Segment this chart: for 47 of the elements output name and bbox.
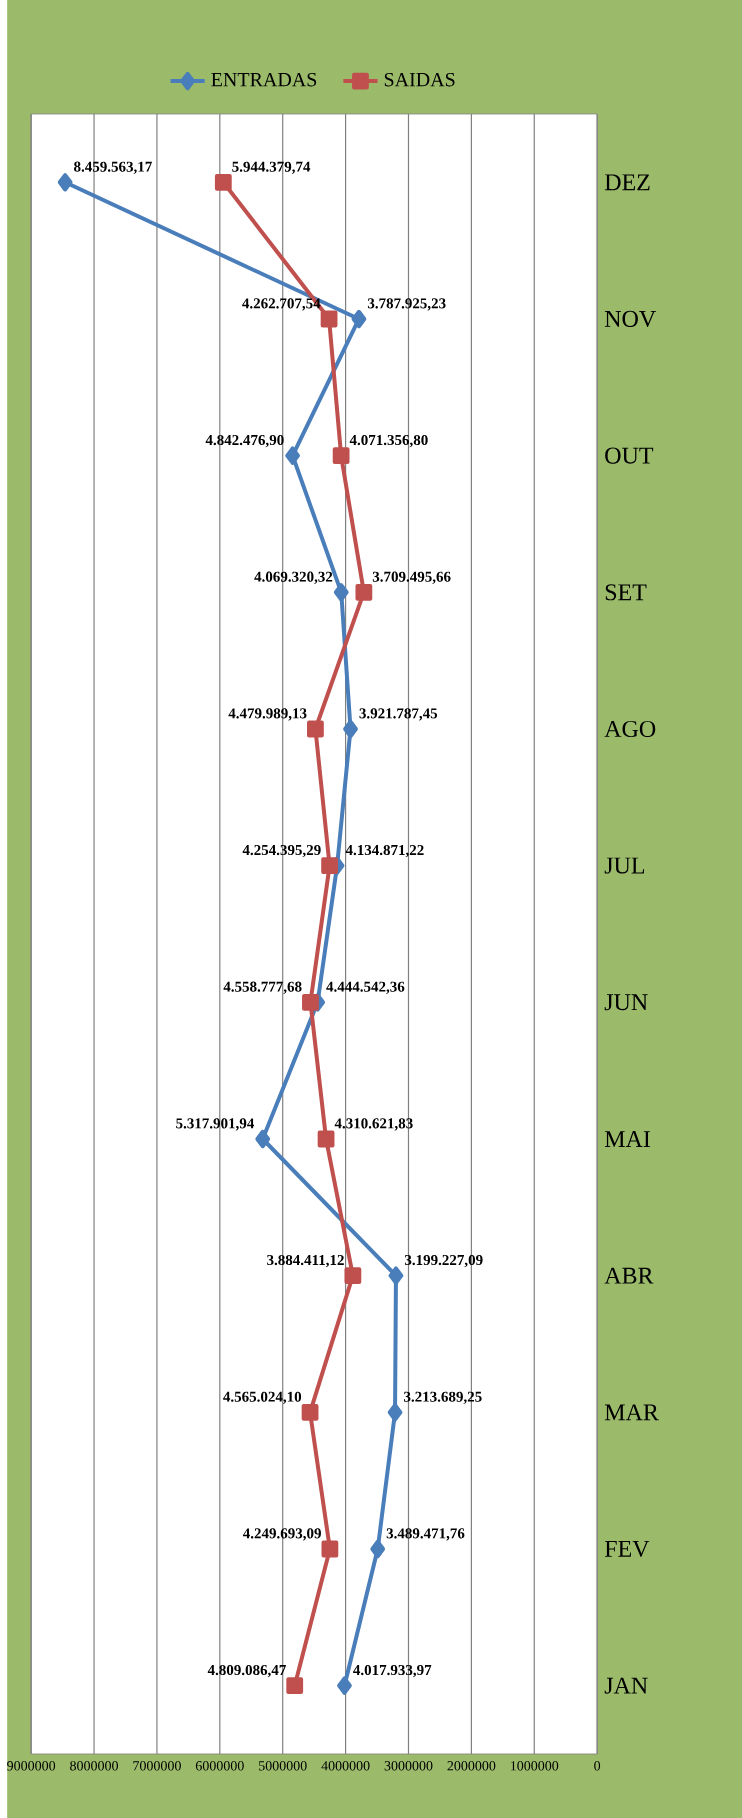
data-label: 3.787.925,23 (367, 298, 446, 311)
data-label: 5.317.901,94 (176, 1118, 254, 1131)
y-tick-label: SET (605, 584, 647, 601)
y-tick-label: JUL (604, 857, 645, 874)
y-tick-label: NOV (604, 310, 656, 328)
x-tick-label: 7000000 (133, 1761, 181, 1771)
x-tick-label: 3000000 (384, 1761, 433, 1771)
y-tick-label: DEZ (604, 174, 650, 191)
y-tick-label: AGO (604, 720, 656, 738)
y-tick-label: MAI (604, 1131, 650, 1147)
data-label: 5.944.379,74 (232, 161, 311, 174)
data-label: 4.842.476,90 (205, 434, 284, 448)
y-tick-label: JAN (604, 1677, 648, 1694)
data-label: 3.199.227,09 (404, 1254, 483, 1268)
x-tick-label: 2000000 (447, 1761, 496, 1771)
data-label: 4.444.542,36 (326, 981, 405, 994)
x-tick-label: 5000000 (258, 1761, 307, 1771)
data-label: 3.921.787,45 (359, 708, 438, 721)
x-tick-label: 4000000 (321, 1761, 370, 1771)
data-label: 3.213.689,25 (403, 1391, 482, 1404)
y-tick-label: ABR (604, 1267, 654, 1284)
data-label: 3.884.411,12 (267, 1254, 344, 1268)
data-label: 4.565.024,10 (223, 1391, 302, 1404)
data-label: 8.459.563,17 (73, 161, 152, 174)
data-label: 4.479.989,13 (228, 708, 307, 721)
data-label: 4.134.871,22 (345, 844, 424, 858)
data-label: 4.809.086,47 (207, 1664, 286, 1678)
data-label: 4.017.933,97 (353, 1664, 432, 1678)
y-tick-label: MAR (604, 1404, 659, 1421)
x-tick-label: 1000000 (510, 1761, 559, 1771)
x-tick-label: 9000000 (7, 1761, 56, 1771)
data-label: 4.069.320,32 (254, 571, 333, 584)
y-tick-label: OUT (605, 447, 654, 464)
data-label: 4.071.356,80 (349, 434, 428, 448)
data-label: 4.249.693,09 (242, 1528, 321, 1541)
data-label: 3.489.471,76 (386, 1528, 465, 1541)
legend-label: ENTRADAS (211, 72, 317, 87)
x-tick-label: 8000000 (70, 1761, 118, 1771)
data-label: 3.709.495,66 (372, 571, 451, 584)
data-label: 4.558.777,68 (223, 981, 302, 994)
y-tick-label: FEV (604, 1540, 650, 1558)
data-label: 4.310.621,83 (334, 1118, 413, 1131)
x-tick-label: 0 (594, 1761, 601, 1771)
y-tick-label: JUN (604, 994, 648, 1011)
data-label: 4.254.395,29 (242, 845, 321, 858)
legend-label: SAIDAS (384, 72, 455, 87)
x-tick-label: 6000000 (195, 1761, 244, 1771)
